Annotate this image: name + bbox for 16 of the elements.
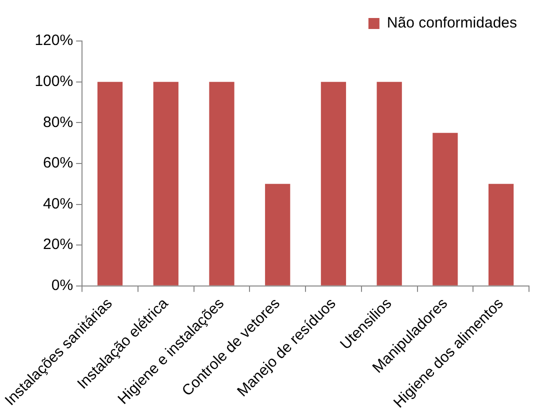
bar [265, 184, 290, 286]
y-tick-label: 120% [34, 32, 74, 50]
legend-label: Não conformidades [386, 14, 518, 32]
y-tick-label: 80% [43, 114, 74, 131]
bar [97, 82, 123, 286]
bar [209, 82, 234, 286]
y-tick-label: 20% [43, 236, 74, 254]
bar [320, 82, 346, 286]
bar [432, 132, 458, 286]
y-tick-label: 40% [43, 195, 74, 212]
y-tick-label: 0% [51, 277, 74, 294]
y-tick-label: 100% [34, 72, 74, 90]
y-tick-label: 60% [43, 154, 74, 172]
bar [376, 82, 402, 286]
bar [488, 184, 514, 286]
bar [153, 82, 178, 286]
